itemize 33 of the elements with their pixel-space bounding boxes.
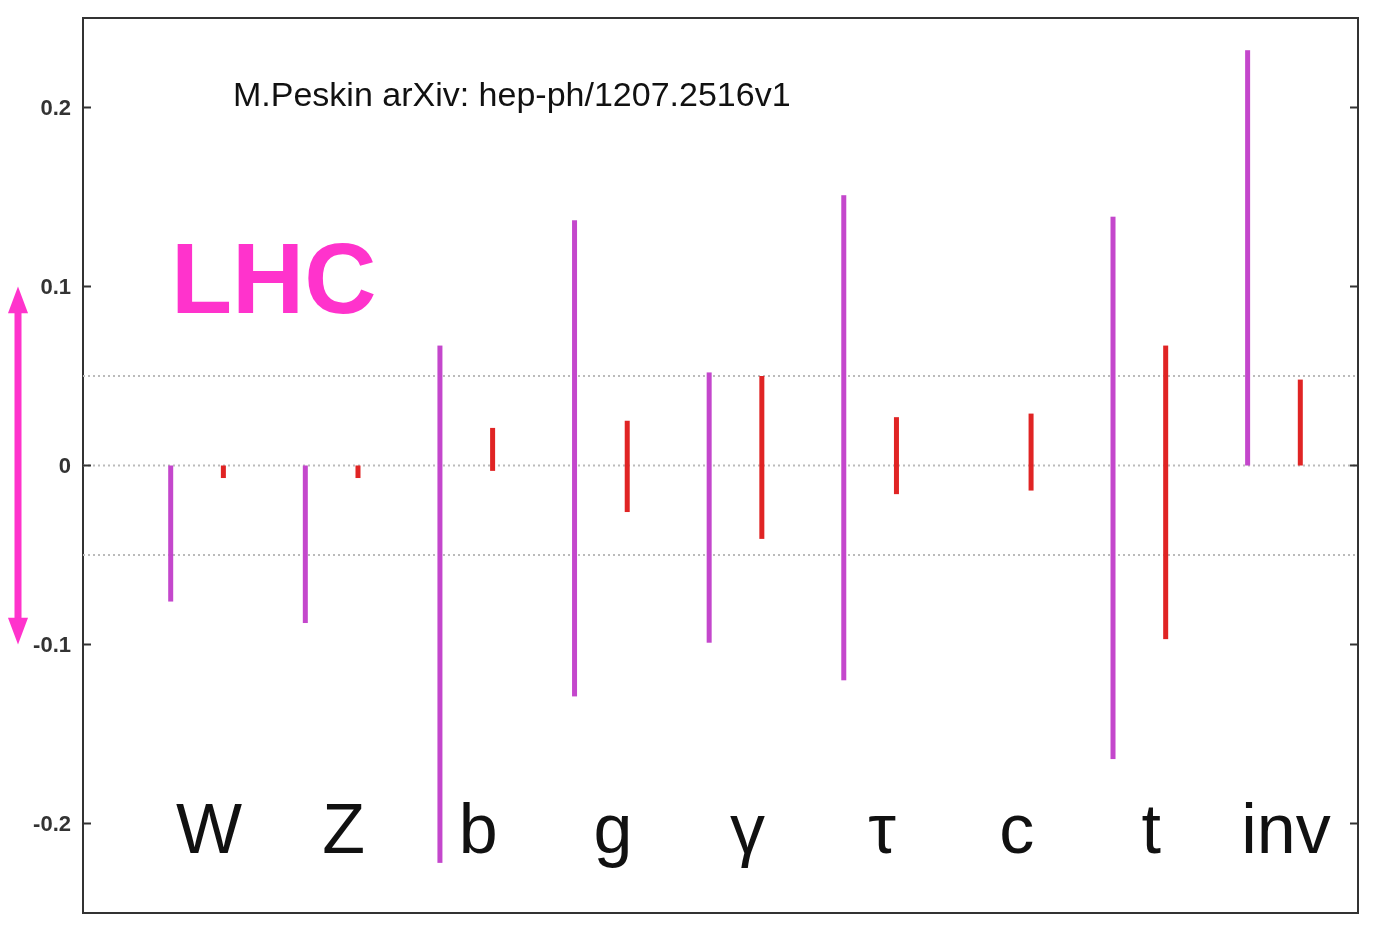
x-tick-label: c	[999, 790, 1035, 868]
y-tick-label: -0.1	[33, 632, 71, 658]
y-tick-label: 0.2	[40, 95, 71, 121]
x-tick-label: Z	[322, 790, 366, 868]
bar	[1245, 50, 1251, 466]
y-tick-label: 0	[58, 453, 71, 479]
bar	[706, 372, 712, 643]
bar	[1163, 345, 1169, 640]
bar	[437, 345, 443, 863]
y-tick-label: -0.2	[33, 811, 71, 837]
bar	[893, 417, 899, 495]
x-tick-label: W	[176, 790, 243, 868]
bar	[759, 376, 765, 539]
bar	[220, 465, 226, 479]
bar	[355, 465, 361, 479]
x-tick-label: inv	[1241, 790, 1331, 868]
bar	[624, 420, 630, 513]
bar	[490, 427, 496, 471]
bar	[1297, 379, 1303, 466]
x-tick-label: b	[458, 790, 498, 868]
bar	[302, 465, 308, 624]
annotation: M.Peskin arXiv: hep-ph/1207.2516v1	[233, 75, 791, 113]
bar	[1028, 413, 1034, 491]
x-tick-label: τ	[868, 790, 897, 868]
x-tick-label: g	[593, 790, 633, 868]
x-tick-label: γ	[730, 790, 765, 868]
series-label: LHC	[171, 222, 377, 335]
bar	[841, 195, 847, 681]
bar	[1110, 216, 1116, 760]
bar	[572, 220, 578, 697]
bar	[168, 465, 174, 602]
x-tick-label: t	[1141, 790, 1162, 868]
y-tick-label: 0.1	[40, 274, 71, 300]
